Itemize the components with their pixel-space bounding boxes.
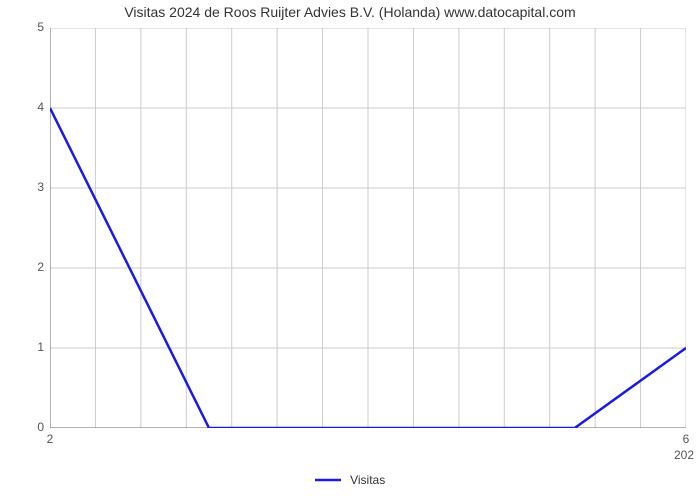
y-tick-label: 5 — [22, 20, 44, 34]
y-tick-label: 1 — [22, 340, 44, 354]
chart-plot-area — [50, 28, 686, 428]
x-tick-label: 2 — [40, 432, 60, 446]
y-tick-label: 3 — [22, 180, 44, 194]
line-chart: Visitas 2024 de Roos Ruijter Advies B.V.… — [0, 0, 700, 500]
y-tick-label: 2 — [22, 260, 44, 274]
x-tick-label: 6 — [676, 432, 696, 446]
legend-swatch — [315, 473, 341, 487]
x-tick-sublabel: 202 — [674, 448, 700, 462]
y-tick-label: 4 — [22, 100, 44, 114]
chart-legend: Visitas — [0, 472, 700, 487]
legend-label: Visitas — [350, 473, 385, 487]
chart-title: Visitas 2024 de Roos Ruijter Advies B.V.… — [0, 4, 700, 20]
